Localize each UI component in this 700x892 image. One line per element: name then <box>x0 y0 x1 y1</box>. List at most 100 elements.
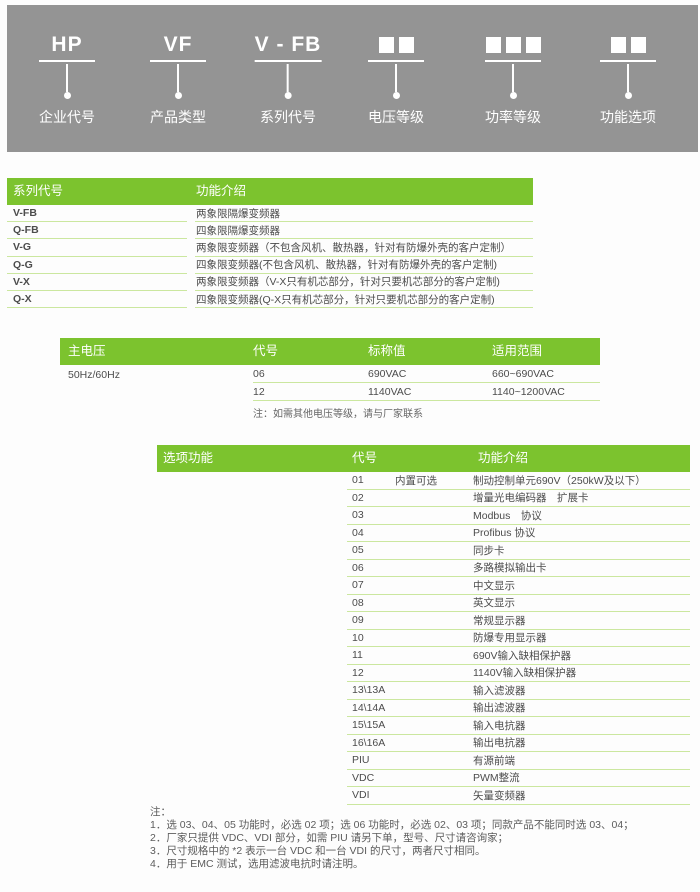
table-row: PIU 有源前端 <box>347 752 690 770</box>
connector-line <box>66 64 68 92</box>
table-row: V-FB 两象限隔爆变频器 <box>7 205 533 223</box>
table-row: Q-G 四象限变频器(不包含风机、散热器，针对有防爆外壳的客户定制) <box>7 257 533 274</box>
connector-line <box>395 64 397 92</box>
voltage-table-note: 注：如需其他电压等级，请与厂家联系 <box>253 409 423 420</box>
series-code-cell: Q-FB <box>7 222 187 240</box>
option-desc-cell: 多路模拟输出卡 <box>473 562 547 575</box>
voltage-table: 主电压 代号 标称值 适用范围 50Hz/60Hz 06 690VAC 660~69… <box>60 338 600 420</box>
series-code-cell: V-X <box>7 274 187 291</box>
option-code-cell: 03 <box>352 509 364 522</box>
code-box <box>610 37 626 53</box>
voltage-nominal-cell: 690VAC <box>368 367 407 380</box>
option-desc-cell: 输出滤波器 <box>473 702 526 715</box>
table-row: 04 Profibus 协议 <box>347 525 690 542</box>
table-row: V-G 两象限变频器（不包含风机、散热器，针对有防爆外壳的客户定制） <box>7 239 533 257</box>
series-desc-cell: 两象限变频器（V-X只有机芯部分，针对只要机芯部分的客户定制) <box>195 274 533 291</box>
options-table: 选项功能 代号 功能介绍 01 内置可选 制动控制单元690V（250kW及以下） 0… <box>157 445 690 805</box>
voltage-code-boxes-icon <box>378 33 414 57</box>
series-desc-cell: 两象限隔爆变频器 <box>195 205 533 223</box>
voltage-header-code: 代号 <box>253 344 279 358</box>
model-code-segment: V - FB <box>254 33 322 56</box>
option-code-cell: 09 <box>352 614 364 627</box>
table-row: 05 同步卡 <box>347 542 690 560</box>
banner-column: 功能选项 <box>598 33 658 127</box>
option-code-cell: 15\15A <box>352 719 386 732</box>
table-row: 09 常规显示器 <box>347 612 690 630</box>
connector-dot <box>174 92 182 99</box>
main-voltage-value: 50Hz/60Hz <box>68 369 120 381</box>
code-box <box>505 37 521 53</box>
voltage-range-cell: 1140~1200VAC <box>492 385 565 398</box>
table-row: 02 增量光电编码器 扩展卡 <box>347 490 690 507</box>
table-row: V-X 两象限变频器（V-X只有机芯部分，针对只要机芯部分的客户定制) <box>7 274 533 291</box>
connector-bar <box>600 60 656 62</box>
builtin-optional-label: 内置可选 <box>395 474 437 487</box>
option-desc-cell: 矢量变频器 <box>473 789 526 802</box>
connector-dot <box>624 92 632 99</box>
table-row: 12 1140V输入缺相保护器 <box>347 665 690 682</box>
table-row: VDC PWM整流 <box>347 770 690 787</box>
option-code-cell: 11 <box>352 649 363 662</box>
code-box <box>525 37 541 53</box>
table-row: 06 多路模拟输出卡 <box>347 560 690 577</box>
banner-column: 功率等级 <box>483 33 543 127</box>
series-desc-cell: 四象限变频器(Q-X只有机芯部分，针对只要机芯部分的客户定制) <box>195 291 533 309</box>
option-code-cell: 12 <box>352 666 364 679</box>
option-code-cell: 13\13A <box>352 684 386 697</box>
option-code-cell: 10 <box>352 631 364 644</box>
power-code-boxes-icon <box>485 33 541 57</box>
table-row: Q-X 四象限变频器(Q-X只有机芯部分，针对只要机芯部分的客户定制) <box>7 291 533 309</box>
series-desc-cell: 两象限变频器（不包含风机、散热器，针对有防爆外壳的客户定制） <box>195 239 533 257</box>
voltage-header-nominal: 标称值 <box>368 344 406 358</box>
connector-bar <box>39 60 95 62</box>
series-table-header: 系列代号 功能介绍 <box>7 178 533 205</box>
connector-line <box>512 64 514 92</box>
option-desc-cell: 增量光电编码器 扩展卡 <box>473 492 589 505</box>
banner-segment-label: 功率等级 <box>485 109 541 125</box>
options-header-desc: 功能介绍 <box>478 451 529 465</box>
option-desc-cell: Profibus 协议 <box>473 527 536 540</box>
table-row: 10 防爆专用显示器 <box>347 630 690 647</box>
option-desc-cell: 690V输入缺相保护器 <box>473 649 572 662</box>
code-box <box>378 37 394 53</box>
series-code-cell: V-G <box>7 239 187 257</box>
banner-column: HP 企业代号 <box>37 33 97 127</box>
table-row: 07 中文显示 <box>347 577 690 595</box>
connector-line <box>627 64 629 92</box>
option-code-cell: 14\14A <box>352 701 386 714</box>
options-table-body: 01 内置可选 制动控制单元690V（250kW及以下） 02 增量光电编码器 扩展卡 0… <box>157 472 690 805</box>
code-box <box>398 37 414 53</box>
table-row: 06 690VAC 660~690VAC <box>253 365 600 383</box>
voltage-code-cell: 12 <box>253 385 265 398</box>
series-desc-cell: 四象限隔爆变频器 <box>195 222 533 240</box>
series-code-cell: Q-X <box>7 291 187 309</box>
connector-bar <box>368 60 424 62</box>
option-desc-cell: 英文显示 <box>473 597 515 610</box>
connector-bar <box>150 60 206 62</box>
model-code-segment: HP <box>51 33 83 56</box>
voltage-table-header: 主电压 代号 标称值 适用范围 <box>60 338 600 365</box>
footnotes-title: 注： <box>150 806 171 818</box>
series-desc-cell: 四象限变频器(不包含风机、散热器，针对有防爆外壳的客户定制) <box>195 257 533 274</box>
connector-line <box>286 64 289 92</box>
option-code-cell: 08 <box>352 596 364 609</box>
series-code-cell: Q-G <box>7 257 187 274</box>
table-row: 14\14A 输出滤波器 <box>347 700 690 717</box>
series-header-desc: 功能介绍 <box>196 184 247 198</box>
banner-segment-label: 企业代号 <box>39 109 95 125</box>
connector-dot <box>63 92 71 99</box>
connector-dot <box>392 92 400 99</box>
options-header-code: 代号 <box>352 451 378 465</box>
option-code-cell: 16\16A <box>352 736 386 749</box>
table-row: 03 Modbus 协议 <box>347 507 690 525</box>
option-desc-cell: 常规显示器 <box>473 614 526 627</box>
footnote-item: 4．用于 EMC 测试，选用滤波电抗时请注明。 <box>150 858 364 870</box>
option-desc-cell: 输入电抗器 <box>473 719 526 732</box>
options-header-name: 选项功能 <box>163 451 214 465</box>
banner-segment-label: 电压等级 <box>368 109 424 125</box>
series-table-body: V-FB 两象限隔爆变频器 Q-FB 四象限隔爆变频器 V-G 两象限变频器（不包含风机、… <box>7 205 533 309</box>
banner-segment-label: 功能选项 <box>600 109 656 125</box>
footnote-item: 1．选 03、04、05 功能时，必选 02 项；选 06 功能时，必选 02、… <box>150 819 634 831</box>
table-row: 08 英文显示 <box>347 595 690 612</box>
